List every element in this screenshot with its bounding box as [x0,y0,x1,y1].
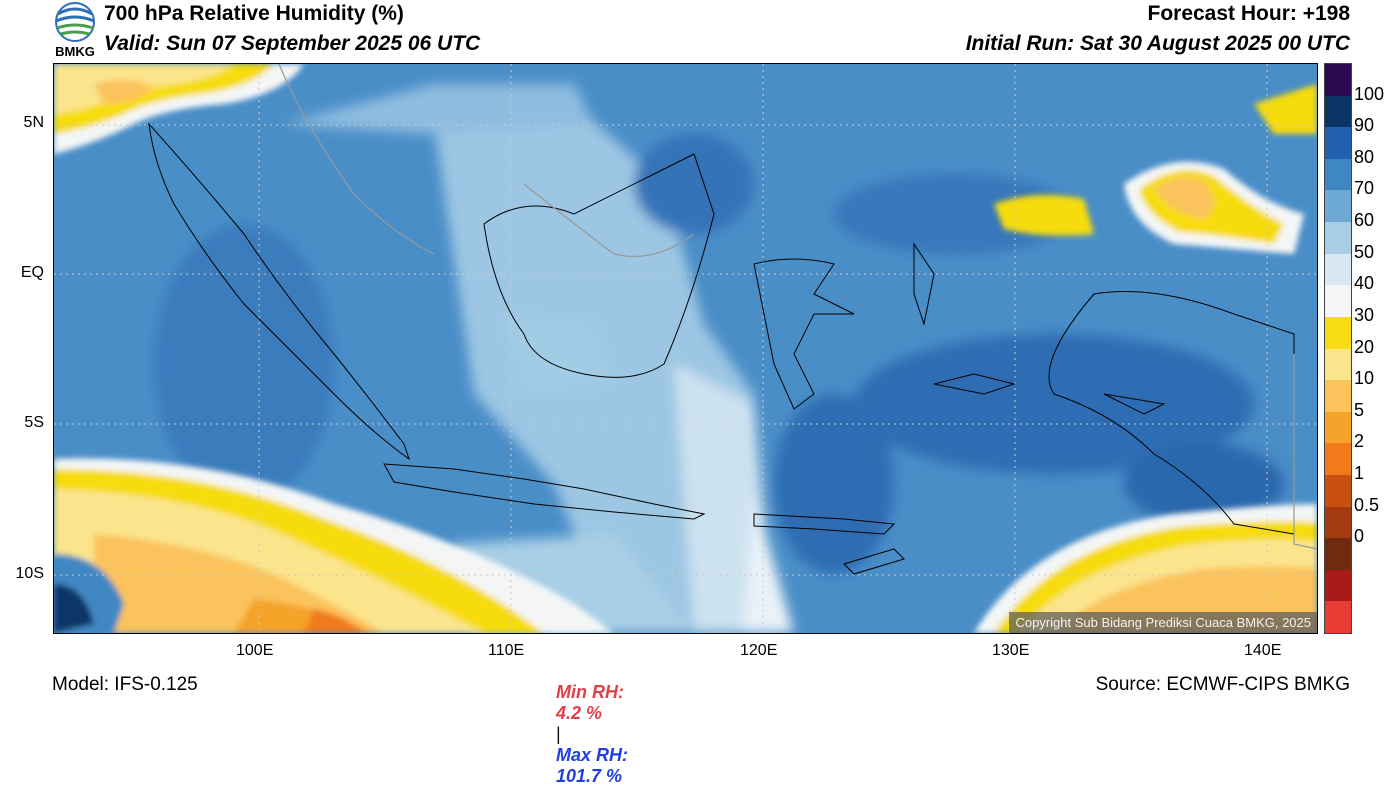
colorbar-label: 1 [1354,462,1365,483]
stats-separator: | [556,724,561,744]
lon-label-120e: 120E [740,642,778,659]
max-rh-label: Max RH: [556,745,629,765]
model-name: Model: IFS-0.125 [52,674,198,695]
colorbar-segment [1325,348,1351,381]
colorbar-segment [1325,222,1351,255]
lat-label-10s: 10S [15,565,44,582]
lat-label-5s: 5S [24,414,44,431]
coastlines [148,122,1295,575]
colorbar-segment [1325,474,1351,508]
colorbar-label: 60 [1354,210,1375,231]
colorbar-segment [1325,158,1351,191]
colorbar-label: 80 [1354,146,1375,167]
colorbar-segment [1325,443,1351,476]
valid-time: Valid: Sun 07 September 2025 06 UTC [104,32,481,55]
lon-label-100e: 100E [236,642,274,659]
colorbar-label: 50 [1354,241,1375,262]
colorbar-label: 0 [1354,526,1365,547]
colorbar-label: 2 [1354,431,1365,452]
colorbar-labels: 100 90 80 70 60 50 40 30 20 10 5 2 1 0.5 0 [1354,63,1400,632]
colorbar-segment [1325,316,1351,349]
data-source: Source: ECMWF-CIPS BMKG [1095,674,1350,695]
bmkg-logo: BMKG [52,2,98,60]
copyright-notice: Copyright Sub Bidang Prediksi Cuaca BMKG… [1009,612,1317,633]
colorbar-segment [1325,569,1351,602]
colorbar-segment [1325,538,1351,571]
colorbar-label: 30 [1354,304,1375,325]
max-rh-value: 101.7 % [556,766,623,786]
colorbar-segment [1325,64,1351,97]
min-rh-value: 4.2 % [556,703,603,723]
graticule [54,64,1317,633]
forecast-hour: Forecast Hour: +198 [1147,2,1351,25]
lat-label-5n: 5N [23,114,44,131]
humidity-field [54,64,1317,633]
colorbar-segment [1325,601,1351,634]
min-rh-label: Min RH: [556,682,624,702]
colorbar-segment [1325,411,1351,444]
colorbar-segment [1325,285,1351,318]
logo-text: BMKG [55,44,95,59]
colorbar-label: 100 [1354,83,1385,104]
colorbar-label: 70 [1354,178,1375,199]
colorbar-label: 40 [1354,273,1375,294]
initial-run: Initial Run: Sat 30 August 2025 00 UTC [965,32,1350,55]
colorbar-label: 90 [1354,115,1375,136]
rh-stats: Min RH: 4.2 % | Max RH: 101.7 % [546,661,628,787]
colorbar-label: 20 [1354,336,1375,357]
colorbar-label: 0.5 [1354,494,1380,515]
lat-label-eq: EQ [20,264,44,281]
lon-label-110e: 110E [488,642,525,659]
colorbar-label: 5 [1354,399,1365,420]
colorbar-segment [1325,190,1351,223]
colorbar-segment [1325,380,1351,413]
lon-label-140e: 140E [1244,642,1282,659]
bmkg-logo-icon [55,2,95,42]
colorbar-segment [1325,253,1351,286]
map-title: 700 hPa Relative Humidity (%) [104,2,404,25]
colorbar-segment [1325,95,1351,128]
lon-label-130e: 130E [992,642,1030,659]
colorbar-segment [1325,506,1351,539]
colorbar-segment [1325,127,1351,160]
humidity-map: Copyright Sub Bidang Prediksi Cuaca BMKG… [53,63,1318,634]
colorbar-label: 10 [1354,368,1375,389]
colorbar [1324,63,1352,634]
